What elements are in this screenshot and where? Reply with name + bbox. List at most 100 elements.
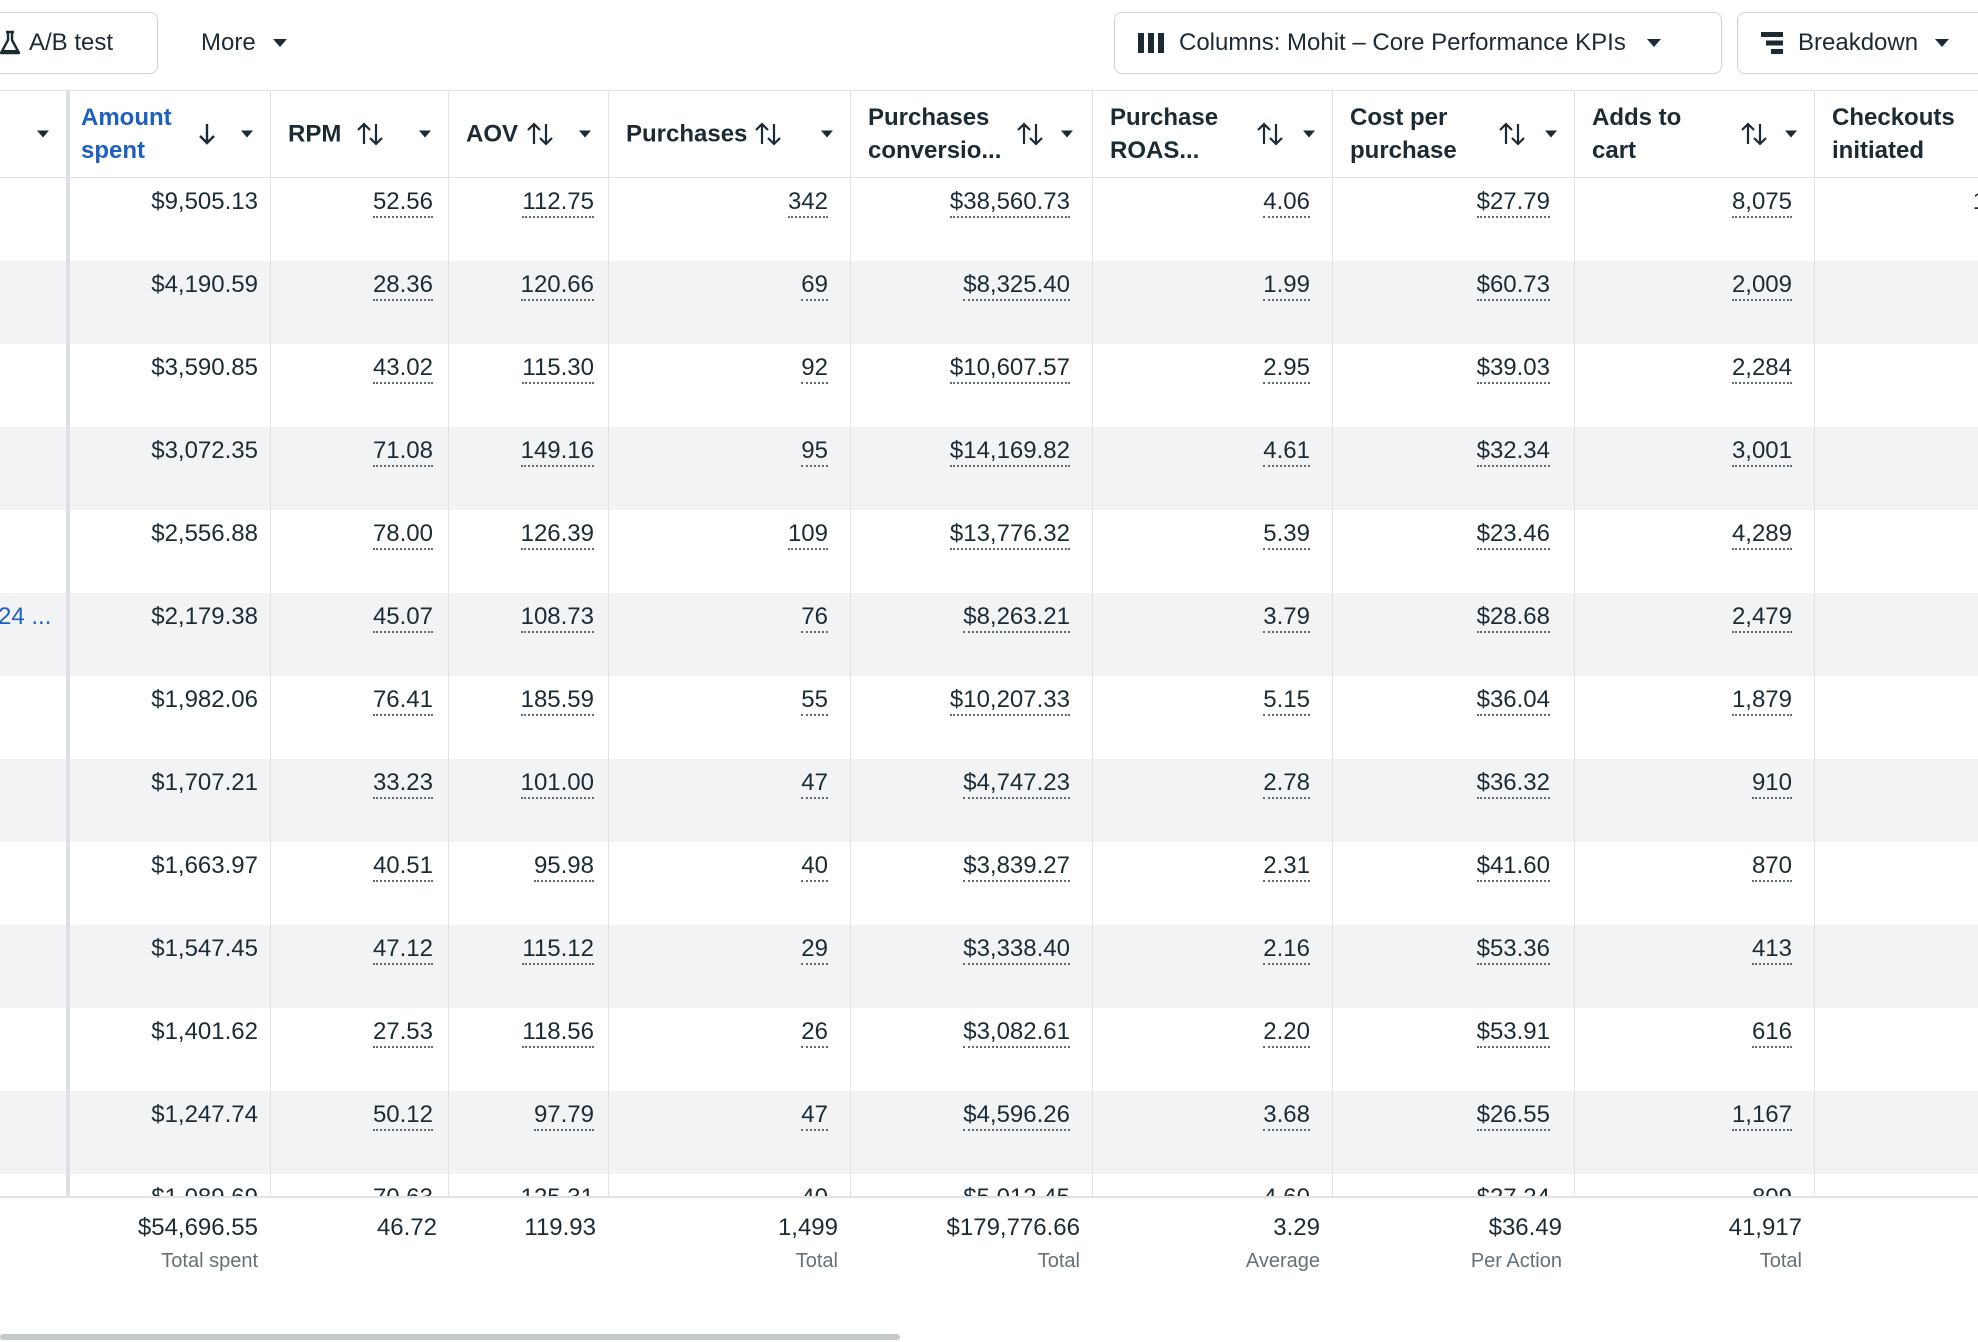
header-amount-spent[interactable]: Amount spent: [70, 91, 270, 177]
sort-descending-icon[interactable]: [198, 122, 216, 146]
cell-value[interactable]: 4,289: [1731, 520, 1792, 550]
caret-down-icon[interactable]: [36, 130, 50, 139]
cell-purchase-roas[interactable]: 4.06: [1263, 188, 1310, 218]
cell-purchases-conversion[interactable]: $3,082.61: [963, 1018, 1070, 1048]
cell-value[interactable]: 92: [801, 354, 828, 384]
cell-value[interactable]: 115.12: [522, 935, 594, 965]
cell-cost-per-purchase[interactable]: $36.32: [1476, 769, 1550, 799]
cell-value[interactable]: $3,082.61: [963, 1018, 1070, 1048]
cell-value[interactable]: 5.39: [1263, 520, 1310, 550]
cell-adds-to-cart[interactable]: 2,009: [1731, 271, 1792, 301]
cell-value[interactable]: $36.32: [1476, 769, 1550, 799]
cell-adds-to-cart[interactable]: 8,075: [1731, 188, 1792, 218]
cell-value[interactable]: 115.30: [522, 354, 594, 384]
cell-value[interactable]: 2,479: [1731, 603, 1792, 633]
header-purchases-conversion[interactable]: Purchases conversio...: [850, 91, 1092, 177]
cell-value[interactable]: 43.02: [372, 354, 433, 384]
cell-value[interactable]: $14,169.82: [949, 437, 1070, 467]
cell-value[interactable]: 8,075: [1731, 188, 1792, 218]
cell-aov[interactable]: 120.66: [520, 271, 594, 301]
cell-adds-to-cart[interactable]: 910: [1751, 769, 1792, 799]
header-checkouts-initiated[interactable]: Checkouts initiated: [1814, 91, 1978, 177]
cell-purchases-conversion[interactable]: $10,207.33: [949, 686, 1070, 716]
sort-icon[interactable]: [1740, 122, 1768, 146]
cell-rpm[interactable]: 27.53: [372, 1018, 433, 1048]
cell-adds-to-cart[interactable]: 1,167: [1731, 1101, 1792, 1131]
breakdown-button[interactable]: Breakdown: [1737, 12, 1978, 74]
cell-value[interactable]: 3.68: [1263, 1101, 1310, 1131]
cell-value[interactable]: $27.79: [1476, 188, 1550, 218]
table-row[interactable]: $1,247.74 50.12 97.79 47 $4,596.26 3.68 $26.55…: [0, 1091, 1978, 1174]
table-row[interactable]: $1,547.45 47.12 115.12 29 $3,338.40 2.16 $53.3…: [0, 925, 1978, 1008]
header-purchase-roas[interactable]: Purchase ROAS...: [1092, 91, 1332, 177]
table-row[interactable]: $3,590.85 43.02 115.30 92 $10,607.57 2.95 $39.…: [0, 344, 1978, 427]
cell-value[interactable]: 55: [801, 686, 828, 716]
horizontal-scrollbar[interactable]: [0, 1334, 900, 1340]
cell-value[interactable]: 149.16: [520, 437, 594, 467]
cell-cost-per-purchase[interactable]: $36.04: [1476, 686, 1550, 716]
cell-value[interactable]: $10,207.33: [949, 686, 1070, 716]
cell-purchase-roas[interactable]: 1.99: [1263, 271, 1310, 301]
cell-value[interactable]: 76: [801, 603, 828, 633]
cell-value[interactable]: 1,167: [1731, 1101, 1792, 1131]
table-row[interactable]: $1,707.21 33.23 101.00 47 $4,747.23 2.78 $36.3…: [0, 759, 1978, 842]
cell-value[interactable]: 33.23: [372, 769, 433, 799]
caret-down-icon[interactable]: [1302, 130, 1316, 139]
cell-value[interactable]: 101.00: [520, 769, 594, 799]
cell-value[interactable]: $26.55: [1476, 1101, 1550, 1131]
caret-down-icon[interactable]: [578, 130, 592, 139]
cell-cost-per-purchase[interactable]: $53.91: [1476, 1018, 1550, 1048]
cell-value[interactable]: 97.79: [533, 1101, 594, 1131]
cell-purchases[interactable]: 69: [801, 271, 828, 301]
cell-value[interactable]: $4,747.23: [963, 769, 1070, 799]
cell-rpm[interactable]: 33.23: [372, 769, 433, 799]
cell-value[interactable]: $3,839.27: [963, 852, 1070, 882]
cell-purchase-roas[interactable]: 4.61: [1263, 437, 1310, 467]
header-purchases[interactable]: Purchases: [608, 91, 850, 177]
sort-icon[interactable]: [1498, 122, 1526, 146]
cell-rpm[interactable]: 71.08: [372, 437, 433, 467]
cell-purchases[interactable]: 109: [787, 520, 828, 550]
cell-value[interactable]: $3,338.40: [963, 935, 1070, 965]
cell-value[interactable]: 126.39: [520, 520, 594, 550]
cell-value[interactable]: 108.73: [520, 603, 594, 633]
cell-cost-per-purchase[interactable]: $27.79: [1476, 188, 1550, 218]
cell-value[interactable]: 95.98: [533, 852, 594, 882]
cell-value[interactable]: $8,325.40: [963, 271, 1070, 301]
cell-purchase-roas[interactable]: 5.15: [1263, 686, 1310, 716]
cell-purchases[interactable]: 47: [801, 1101, 828, 1131]
table-row[interactable]: $4,190.59 28.36 120.66 69 $8,325.40 1.99 $60.7…: [0, 261, 1978, 344]
cell-value[interactable]: 4.06: [1263, 188, 1310, 218]
table-row[interactable]: $9,505.13 52.56 112.75 342 $38,560.73 4.06 $27…: [0, 178, 1978, 261]
cell-purchases-conversion[interactable]: $4,747.23: [963, 769, 1070, 799]
cell-value[interactable]: 52.56: [372, 188, 433, 218]
cell-purchases-conversion[interactable]: $13,776.32: [949, 520, 1070, 550]
cell-adds-to-cart[interactable]: 870: [1751, 852, 1792, 882]
cell-adds-to-cart[interactable]: 1,879: [1731, 686, 1792, 716]
cell-purchases[interactable]: 92: [801, 354, 828, 384]
cell-aov[interactable]: 112.75: [522, 188, 594, 218]
header-adds-to-cart[interactable]: Adds to cart: [1574, 91, 1814, 177]
cell-purchases-conversion[interactable]: $8,325.40: [963, 271, 1070, 301]
cell-purchases[interactable]: 47: [801, 769, 828, 799]
cell-value[interactable]: 910: [1751, 769, 1792, 799]
cell-aov[interactable]: 115.12: [522, 935, 594, 965]
cell-value[interactable]: 2.20: [1263, 1018, 1310, 1048]
cell-rpm[interactable]: 78.00: [372, 520, 433, 550]
cell-value[interactable]: $13,776.32: [949, 520, 1070, 550]
cell-purchases-conversion[interactable]: $38,560.73: [949, 188, 1070, 218]
cell-value[interactable]: $39.03: [1476, 354, 1550, 384]
cell-value[interactable]: $41.60: [1476, 852, 1550, 882]
cell-value[interactable]: 118.56: [522, 1018, 594, 1048]
cell-value[interactable]: 50.12: [372, 1101, 433, 1131]
cell-aov[interactable]: 118.56: [522, 1018, 594, 1048]
cell-purchase-roas[interactable]: 2.16: [1263, 935, 1310, 965]
cell-value[interactable]: 5.15: [1263, 686, 1310, 716]
cell-rpm[interactable]: 76.41: [372, 686, 433, 716]
cell-value[interactable]: 109: [787, 520, 828, 550]
sort-icon[interactable]: [754, 122, 782, 146]
cell-value[interactable]: $23.46: [1476, 520, 1550, 550]
cell-value[interactable]: 2,009: [1731, 271, 1792, 301]
cell-cost-per-purchase[interactable]: $26.55: [1476, 1101, 1550, 1131]
cell-rpm[interactable]: 52.56: [372, 188, 433, 218]
